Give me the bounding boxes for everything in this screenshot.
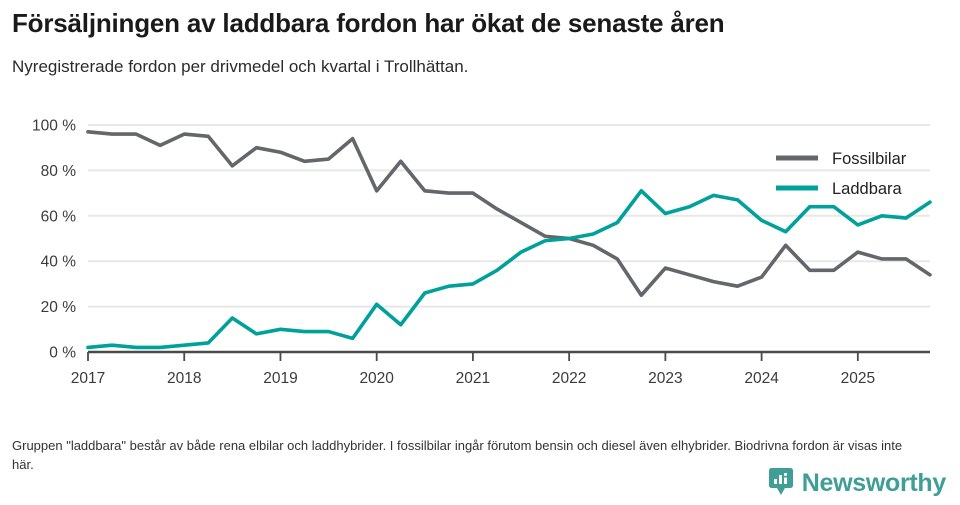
chart-plot-area: 0 % 20 % 40 % 60 % 80 % 100 % 2017 2018 2019 2020… bbox=[0, 110, 960, 400]
x-axis-tick-label: 2019 bbox=[263, 370, 297, 387]
x-axis-tick-label: 2025 bbox=[841, 370, 875, 387]
legend-label: Fossilbilar bbox=[832, 150, 907, 168]
y-axis-tick-label: 20 % bbox=[41, 299, 77, 316]
y-axis-tick-label: 60 % bbox=[41, 208, 77, 225]
brand-logo[interactable]: Newsworthy bbox=[768, 468, 946, 498]
x-axis-tick-label: 2023 bbox=[648, 370, 682, 387]
brand-name: Newsworthy bbox=[801, 468, 947, 497]
series-line-laddbara bbox=[86, 189, 932, 350]
line-chart: 0 % 20 % 40 % 60 % 80 % 100 % 2017 2018 2019 2020… bbox=[32, 118, 932, 387]
y-axis-tick-label: 100 % bbox=[32, 118, 76, 135]
chart-subtitle: Nyregistrerade fordon per drivmedel och … bbox=[12, 56, 469, 76]
y-axis-tick-label: 0 % bbox=[49, 345, 76, 362]
x-axis-tick-label: 2024 bbox=[744, 370, 779, 387]
x-axis-tick-label: 2018 bbox=[167, 370, 201, 387]
bar-chart-pin-icon bbox=[768, 468, 793, 495]
page-title: Försäljningen av laddbara fordon har öka… bbox=[12, 8, 725, 38]
y-axis-tick-label: 40 % bbox=[41, 254, 77, 271]
x-axis-tick-label: 2021 bbox=[456, 370, 490, 387]
x-axis-tick-label: 2017 bbox=[71, 370, 105, 387]
x-axis-tick-label: 2020 bbox=[359, 370, 394, 387]
y-axis-tick-label: 80 % bbox=[41, 163, 77, 180]
legend-label: Laddbara bbox=[832, 180, 903, 198]
x-axis-tick-label: 2022 bbox=[552, 370, 586, 387]
series-line-fossilbilar bbox=[86, 130, 932, 298]
chart-footnote: Gruppen "laddbara" består av både rena e… bbox=[12, 438, 903, 472]
